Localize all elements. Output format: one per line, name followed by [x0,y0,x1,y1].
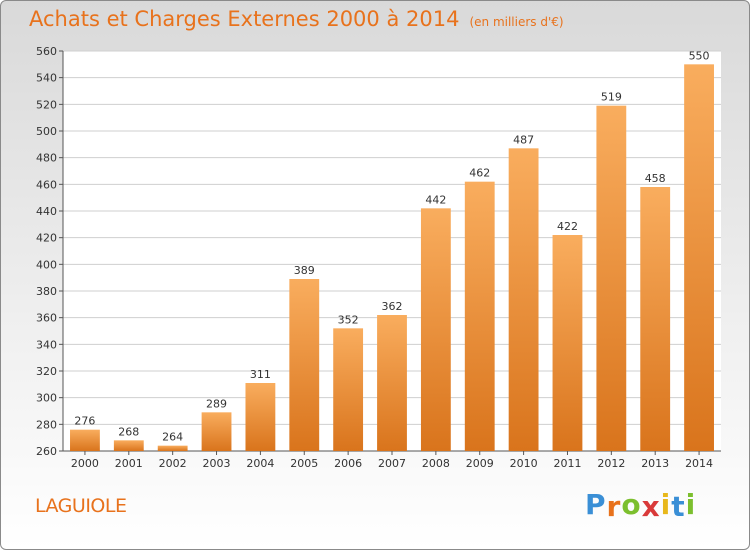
logo-letter: x [641,490,661,523]
x-tick-label-2010: 2010 [510,457,538,470]
value-label-2006: 352 [338,313,359,326]
value-label-2004: 311 [250,368,271,381]
value-label-2003: 289 [206,397,227,410]
bar-2010 [508,148,539,452]
x-tick-label-2012: 2012 [597,457,625,470]
bar-2001 [113,440,144,451]
logo-letter: i [660,488,672,521]
x-tick-label-2006: 2006 [334,457,362,470]
y-tick-label: 360 [36,312,57,325]
logo-letter: i [685,488,697,521]
x-tick-label-2004: 2004 [246,457,274,470]
chart-title-block: Achats et Charges Externes 2000 à 2014 (e… [29,7,564,31]
x-tick-label-2003: 2003 [203,457,231,470]
logo-letter: r [606,490,622,523]
value-label-2012: 519 [601,91,622,104]
bar-2004 [245,383,276,451]
value-label-2000: 276 [74,415,95,428]
y-tick-label: 260 [36,445,57,458]
value-label-2009: 462 [469,167,490,180]
value-label-2002: 264 [162,431,183,444]
value-label-2007: 362 [382,300,403,313]
x-tick-label-2000: 2000 [71,457,99,470]
value-label-2005: 389 [294,264,315,277]
y-tick-label: 440 [36,205,57,218]
logo-letter: t [671,490,686,523]
x-tick-label-2002: 2002 [159,457,187,470]
bar-2013 [640,187,671,451]
value-label-2010: 487 [513,133,534,146]
x-tick-label-2008: 2008 [422,457,450,470]
bar-2009 [464,181,495,451]
y-tick-label: 280 [36,418,57,431]
x-tick-label-2014: 2014 [685,457,713,470]
bar-2005 [289,279,320,451]
proxiti-logo: Proxiti [585,488,697,523]
bar-2002 [157,445,188,451]
value-label-2001: 268 [118,425,139,438]
bar-2008 [420,208,451,451]
value-label-2013: 458 [645,172,666,185]
logo-letter: o [621,488,642,521]
y-tick-label: 340 [36,338,57,351]
value-label-2011: 422 [557,220,578,233]
bar-2000 [70,429,100,451]
bar-2006 [333,328,364,451]
y-tick-label: 400 [36,258,57,271]
y-tick-label: 520 [36,98,57,111]
x-tick-label-2009: 2009 [466,457,494,470]
chart-title: Achats et Charges Externes 2000 à 2014 [29,7,460,31]
y-tick-label: 380 [36,285,57,298]
chart-subtitle: (en milliers d'€) [469,15,564,29]
logo-letter: P [585,488,607,521]
bar-2011 [552,235,583,451]
location-name: LAGUIOLE [35,495,127,517]
y-tick-label: 560 [36,45,57,58]
value-label-2008: 442 [425,193,446,206]
y-tick-label: 300 [36,392,57,405]
x-tick-label-2001: 2001 [115,457,143,470]
y-tick-label: 420 [36,232,57,245]
bar-2003 [201,412,232,451]
y-tick-label: 480 [36,152,57,165]
x-tick-label-2013: 2013 [641,457,669,470]
x-tick-label-2011: 2011 [553,457,581,470]
bar-2007 [377,315,407,451]
x-tick-label-2007: 2007 [378,457,406,470]
bar-2012 [596,105,627,452]
y-tick-label: 500 [36,125,57,138]
x-tick-label-2005: 2005 [290,457,318,470]
y-tick-label: 540 [36,72,57,85]
y-tick-label: 460 [36,178,57,191]
bar-2014 [684,64,714,452]
y-tick-label: 320 [36,365,57,378]
value-label-2014: 550 [689,49,710,62]
